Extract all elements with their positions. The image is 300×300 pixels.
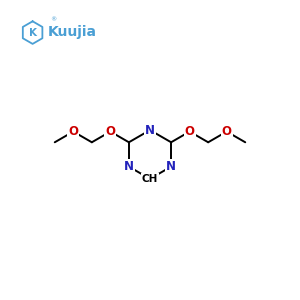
Text: O: O: [105, 125, 116, 138]
Text: N: N: [124, 160, 134, 173]
Text: N: N: [166, 160, 176, 173]
Text: CH: CH: [142, 174, 158, 184]
Text: O: O: [222, 125, 232, 138]
Text: O: O: [184, 125, 195, 138]
Text: K: K: [28, 28, 37, 38]
Text: O: O: [68, 125, 78, 138]
Text: N: N: [145, 124, 155, 136]
Text: ®: ®: [50, 18, 56, 22]
Text: Kuujia: Kuujia: [48, 25, 97, 39]
